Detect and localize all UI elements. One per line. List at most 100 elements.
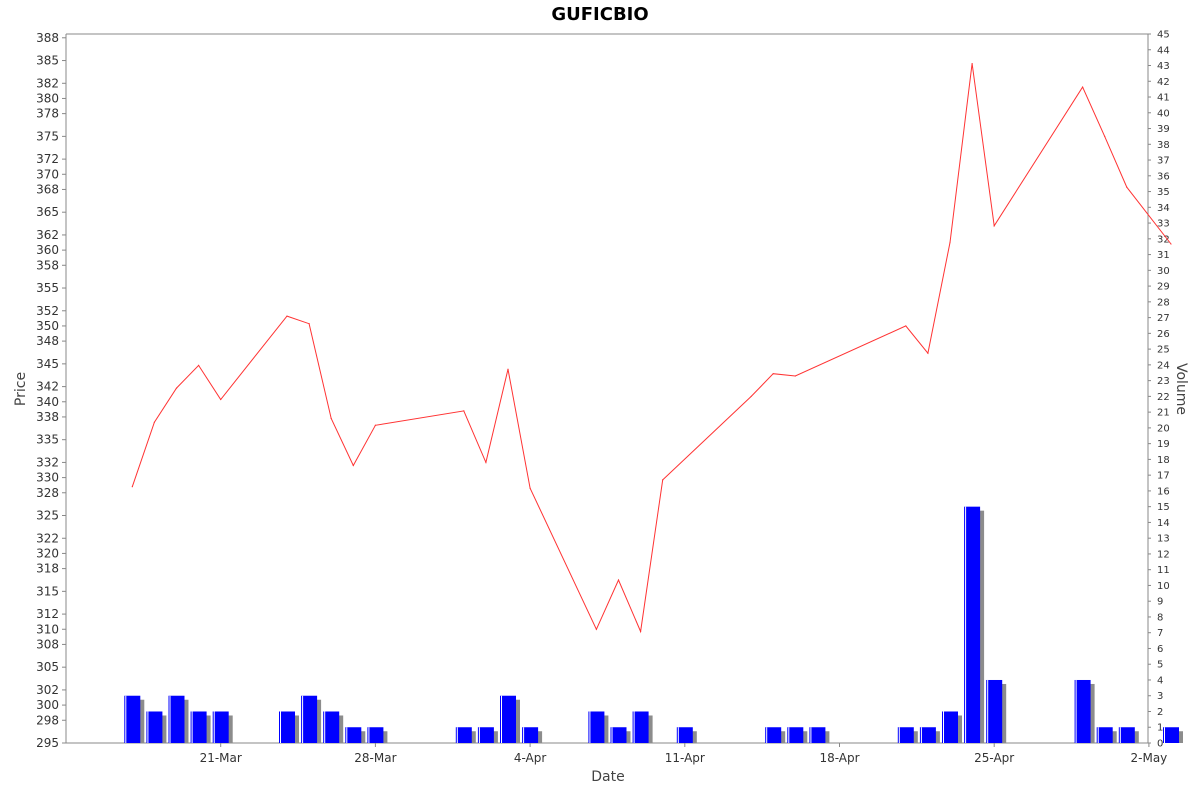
volume-tick-label: 16 xyxy=(1157,486,1170,497)
price-tick-label: 375 xyxy=(36,129,59,143)
volume-tick-label: 8 xyxy=(1157,612,1163,623)
price-line xyxy=(131,63,1172,634)
price-tick-label: 385 xyxy=(36,54,59,68)
price-point xyxy=(198,364,200,366)
date-tick-label: 11-Apr xyxy=(665,751,705,765)
volume-bar xyxy=(500,695,516,743)
volume-tick-label: 29 xyxy=(1157,282,1170,293)
volume-bar xyxy=(190,711,207,743)
price-tick-label: 362 xyxy=(36,228,59,242)
price-tick-label: 305 xyxy=(36,660,59,674)
price-tick-label: 348 xyxy=(36,334,59,348)
volume-bar xyxy=(124,695,141,743)
price-point xyxy=(750,395,752,398)
price-point xyxy=(1170,243,1172,245)
price-point xyxy=(662,479,664,481)
volume-bar xyxy=(212,711,229,743)
volume-tick-label: 38 xyxy=(1157,140,1170,151)
volume-bar xyxy=(676,727,693,743)
price-point xyxy=(286,315,288,317)
price-series xyxy=(131,62,1172,634)
price-tick-label: 378 xyxy=(36,107,59,121)
volume-bar xyxy=(455,727,472,743)
volume-bar xyxy=(279,711,295,743)
price-tick-label: 300 xyxy=(36,698,59,712)
volume-bar xyxy=(809,727,826,743)
volume-bar xyxy=(986,679,1003,743)
volume-tick-label: 1 xyxy=(1157,723,1163,734)
volume-tick-label: 13 xyxy=(1157,534,1170,545)
volume-bar xyxy=(323,711,340,743)
price-point xyxy=(949,241,951,244)
price-tick-label: 355 xyxy=(36,281,59,295)
price-point xyxy=(485,461,487,464)
volume-bar xyxy=(522,727,539,743)
volume-series xyxy=(124,506,1183,743)
price-tick-label: 310 xyxy=(36,622,59,636)
volume-bar xyxy=(1163,727,1179,743)
price-tick-label: 368 xyxy=(36,182,59,196)
price-point xyxy=(595,628,598,630)
price-tick-label: 350 xyxy=(36,319,59,333)
price-point xyxy=(993,225,995,227)
date-tick-label: 18-Apr xyxy=(819,751,859,765)
price-tick-label: 328 xyxy=(36,486,59,500)
volume-tick-label: 42 xyxy=(1157,77,1170,88)
price-point xyxy=(617,579,620,581)
volume-tick-label: 15 xyxy=(1157,502,1170,513)
price-tick-label: 332 xyxy=(36,455,59,469)
y-axis-label: Price xyxy=(13,372,29,406)
price-tick-label: 322 xyxy=(36,531,59,545)
volume-bar xyxy=(919,727,936,743)
volume-tick-label: 28 xyxy=(1157,297,1170,308)
volume-bar xyxy=(367,727,384,743)
volume-axis: 0123456789101112131415161718192021222324… xyxy=(1148,30,1170,750)
price-tick-label: 345 xyxy=(36,357,59,371)
volume-bar xyxy=(146,711,163,743)
volume-tick-label: 37 xyxy=(1157,156,1170,167)
volume-bar xyxy=(1096,727,1113,743)
price-point xyxy=(1104,135,1106,137)
volume-tick-label: 31 xyxy=(1157,250,1170,261)
price-tick-label: 315 xyxy=(36,584,59,598)
price-tick-label: 298 xyxy=(36,713,59,727)
date-tick-label: 4-Apr xyxy=(514,751,547,765)
volume-tick-label: 2 xyxy=(1157,707,1163,718)
volume-bar xyxy=(168,695,185,743)
price-point xyxy=(153,421,155,423)
volume-tick-label: 9 xyxy=(1157,597,1163,608)
volume-tick-label: 10 xyxy=(1157,581,1170,592)
price-tick-label: 382 xyxy=(36,76,59,90)
price-point xyxy=(131,486,133,488)
volume-bar xyxy=(632,711,649,743)
price-tick-label: 338 xyxy=(36,410,59,424)
volume-tick-label: 12 xyxy=(1157,549,1170,560)
price-tick-label: 340 xyxy=(36,395,59,409)
price-tick-label: 335 xyxy=(36,433,59,447)
price-tick-label: 302 xyxy=(36,683,59,697)
volume-bar xyxy=(610,727,627,743)
date-tick-label: 25-Apr xyxy=(974,751,1014,765)
volume-tick-label: 33 xyxy=(1157,219,1170,230)
price-point xyxy=(374,424,376,426)
price-tick-label: 358 xyxy=(36,258,59,272)
volume-tick-label: 36 xyxy=(1157,171,1170,182)
price-point xyxy=(529,487,531,489)
volume-tick-label: 3 xyxy=(1157,691,1163,702)
volume-bar xyxy=(897,727,914,743)
volume-tick-label: 34 xyxy=(1157,203,1170,214)
price-point xyxy=(330,417,332,420)
x-axis-label: Date xyxy=(591,769,624,785)
volume-tick-label: 21 xyxy=(1157,408,1170,419)
price-tick-label: 312 xyxy=(36,607,59,621)
volume-tick-label: 45 xyxy=(1157,30,1170,41)
price-point xyxy=(1082,86,1084,88)
volume-tick-label: 26 xyxy=(1157,329,1170,340)
volume-tick-label: 32 xyxy=(1157,234,1170,245)
chart-title: GUFICBIO xyxy=(551,4,648,25)
price-point xyxy=(175,387,178,389)
volume-tick-label: 25 xyxy=(1157,345,1170,356)
date-axis: 21-Mar 28-Mar 4-Apr 11-Apr 18-Apr 25-Apr 2-May xyxy=(200,743,1167,765)
